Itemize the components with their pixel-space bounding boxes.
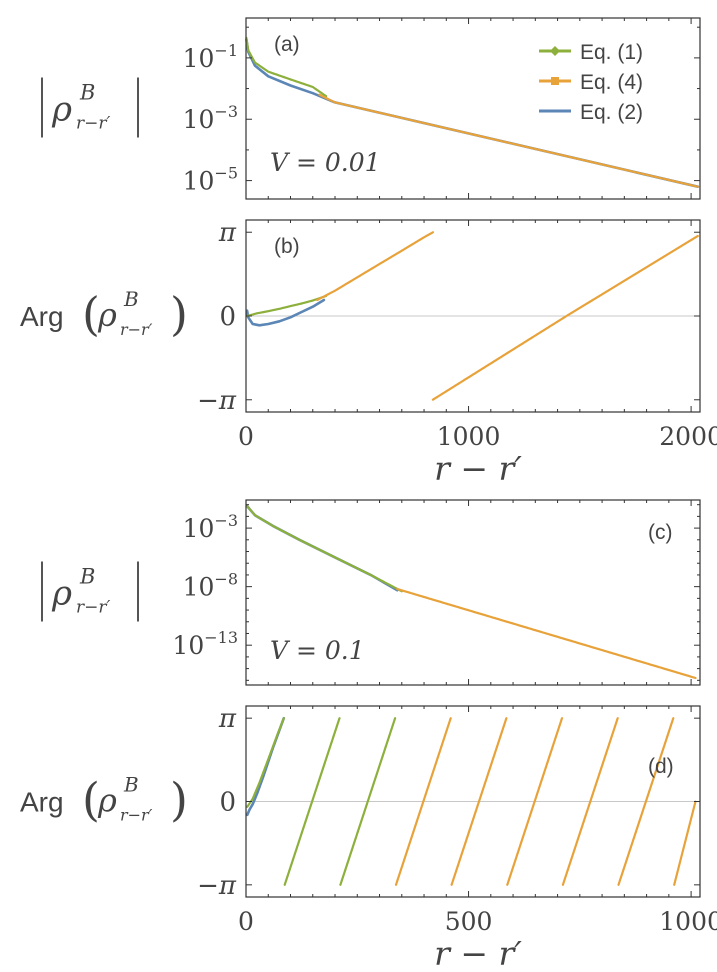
y-axis-label-superscript: B	[123, 287, 139, 311]
x-axis-label: r − r′	[434, 449, 522, 488]
series-line-eqeqeqeqeq4eq	[431, 234, 699, 401]
x-tick-label: 0	[238, 907, 254, 936]
y-axis-label-subscript: r−r′	[76, 598, 110, 618]
plot-frame	[245, 499, 701, 686]
paren-right: )	[170, 773, 188, 827]
legend-marker-square	[551, 77, 559, 85]
series-line-eqeqeqeqeq4eq	[673, 800, 697, 886]
x-tick-label: 2000	[659, 422, 717, 451]
series-line-eqeqeqeqeq4eq	[316, 231, 434, 302]
y-axis-label-arg: Arg	[20, 301, 64, 332]
legend-entry: Eq. (4)	[580, 71, 643, 94]
y-axis-label-subscript: r−r′	[120, 320, 153, 339]
annotation-v-value: V = 0.1	[270, 636, 365, 665]
series-line-eqeqeqeqeq4eq	[450, 717, 508, 886]
y-axis-label-superscript: B	[79, 565, 95, 589]
y-tick-label: −π	[197, 386, 237, 416]
legend-entry: Eq. (1)	[580, 41, 643, 64]
paren-right: )	[170, 287, 188, 341]
plot-frame	[245, 17, 701, 200]
series-line-eqeqeqeqeq4eq	[318, 93, 699, 188]
legend: Eq. (1) Eq. (4) Eq. (2)	[539, 41, 643, 124]
x-tick-label: 1000	[659, 907, 717, 936]
series-line-eqeqeqeqeq4eq	[617, 717, 675, 886]
y-tick-label: −π	[197, 871, 237, 901]
panel-label: (d)	[648, 755, 674, 778]
series-line-eqeqeqeqeq1eq	[246, 717, 285, 808]
y-axis-label-symbol: ρ	[51, 90, 72, 130]
y-tick-label: 10−3	[183, 511, 238, 543]
panel-c: (c) 10−3 10−8 10−13 ρ Br−r′ V = 0.1	[41, 499, 701, 686]
y-axis-label-symbol: ρ	[97, 782, 117, 820]
series-line-eqeqeqeqeq1eq	[245, 504, 403, 593]
annotation-v-value: V = 0.01	[270, 148, 381, 177]
paren-left: (	[82, 773, 100, 827]
series-line-eqeqeqeqeq1eq	[339, 717, 397, 886]
series-line-eqeqeqeqeq4eq	[394, 717, 452, 886]
y-axis-label-superscript: B	[123, 773, 139, 797]
x-tick-label: 0	[238, 422, 254, 451]
series-line-eqeqeqeqeq4eq	[396, 587, 697, 680]
y-axis-label-superscript: B	[79, 81, 95, 105]
series-line-eqeqeqeqeq4eq	[561, 717, 619, 886]
series-line-eqeqeqeqeq1eq	[246, 294, 328, 318]
y-axis-label-symbol: ρ	[97, 296, 117, 334]
panel-label: (a)	[274, 33, 300, 56]
y-axis-label-arg: Arg	[20, 787, 64, 818]
y-axis-label-symbol: ρ	[51, 574, 72, 614]
y-tick-label: π	[218, 218, 237, 248]
panel-label: (c)	[648, 521, 673, 544]
legend-marker-diamond	[550, 46, 560, 56]
y-tick-label: 10−1	[183, 41, 238, 73]
y-tick-label: 10−3	[183, 102, 238, 134]
legend-entry: Eq. (2)	[580, 101, 643, 124]
y-tick-label: π	[218, 704, 237, 734]
y-axis-label-subscript: r−r′	[120, 806, 153, 825]
y-tick-label: 0	[219, 788, 236, 818]
series-line-eqeqeqeqeq4eq	[506, 717, 564, 886]
y-tick-label: 10−5	[183, 164, 238, 196]
paren-left: (	[82, 287, 100, 341]
y-axis-label-subscript: r−r′	[76, 114, 110, 134]
panel-label: (b)	[274, 235, 300, 258]
x-axis-label: r − r′	[434, 934, 522, 972]
series-line-eqeqeqeqeq1eq	[245, 36, 328, 98]
y-tick-label: 10−8	[183, 570, 238, 602]
x-tick-label: 500	[445, 907, 493, 936]
y-tick-label: 0	[219, 302, 236, 332]
series-line-eqeqeqeqeq2eq	[245, 298, 326, 327]
series-line-eqeqeqeqeq1eq	[283, 717, 341, 886]
x-tick-label: 1000	[437, 422, 501, 451]
y-tick-label: 10−13	[172, 628, 238, 660]
